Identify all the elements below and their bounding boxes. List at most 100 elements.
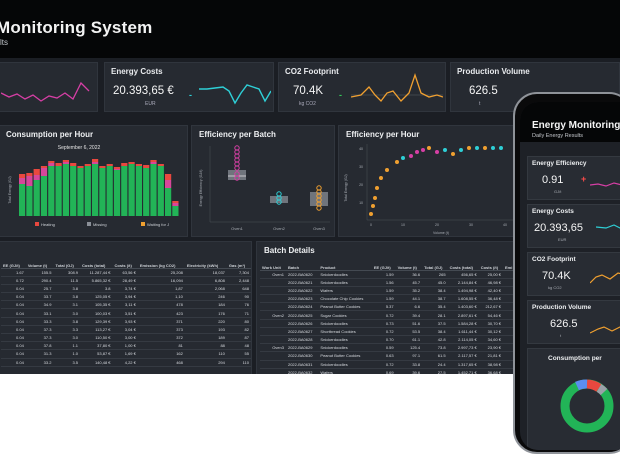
- table-cell: 33.3: [25, 317, 54, 326]
- table-row[interactable]: 0.04 31.3 1.0 53,87 €1,69 €162 110 55: [1, 349, 251, 359]
- table-row[interactable]: 0.04 25.7 3.8 3.8 3,74 €1,87 2,068 648: [1, 284, 251, 294]
- kpi-card-co2-footprint[interactable]: CO2 Footprint 70.4K kg CO2 -: [278, 62, 446, 112]
- table-cell: 53.5: [395, 327, 423, 337]
- column-header[interactable]: Costs (total): [80, 256, 113, 269]
- table-cell: 2,068: [184, 284, 227, 294]
- batch-details-table: Work Unit Batch Product EE (GJ/t) Volume (t)…: [260, 258, 516, 374]
- table-cell: 3,93 €: [112, 317, 138, 326]
- table-cell: 25,00 €: [478, 270, 504, 279]
- mobile-header: Energy Monitoring Daily Energy Results: [520, 102, 620, 142]
- table-row[interactable]: 2022-BA0621 Snickerdoodles 1.56 45.7 45.0 2.1…: [260, 278, 516, 287]
- column-header[interactable]: EE (GJ/t): [371, 258, 396, 271]
- dashboard-subtitle: lts: [0, 38, 8, 47]
- column-header[interactable]: Product: [318, 258, 372, 271]
- table-cell: 73.8: [422, 343, 448, 353]
- column-header[interactable]: Total (GJ): [422, 258, 448, 271]
- mobile-card-energy-costs[interactable]: Energy Costs 20.393,65 EUR: [527, 204, 620, 248]
- table-cell: Wafers: [318, 286, 372, 296]
- y-tick: 40: [359, 147, 363, 151]
- table-cell: 3.8: [53, 284, 81, 294]
- batch-point: [234, 175, 240, 181]
- legend-label-heating: Heating: [41, 222, 55, 227]
- mobile-card-production-volume[interactable]: Production Volume 626.5 t: [527, 300, 620, 344]
- mobile-consumption-panel[interactable]: Consumption per: [527, 348, 620, 450]
- table-row[interactable]: 2022-BA0622 Wafers 1.59 35.2 38.4 1.494,98 €4…: [260, 286, 516, 296]
- card-value: 626.5: [550, 318, 578, 330]
- efficiency-boxplot-chart[interactable]: Energy Efficiency (GJ/t) Oven1 Oven: [194, 140, 334, 238]
- legend-swatch-heating: [35, 222, 39, 226]
- table-row[interactable]: 2022-BA0632 Wafers 0.69 39.6 27.5 1.452,71 €3…: [260, 368, 516, 374]
- table-cell: 39.6: [395, 368, 423, 374]
- column-header[interactable]: Gas (m³): [226, 256, 251, 269]
- consumption-bar-segment: [77, 166, 84, 168]
- table-cell: 1.59: [371, 294, 396, 304]
- table-row[interactable]: 0.04 37.3 3.0 110,50 €3,00 €372 189 87: [1, 333, 251, 343]
- table-row[interactable]: 0.04 33.7 3.8 125,05 €3,94 €1,10 246 90: [1, 292, 251, 302]
- column-header[interactable]: Electricity (kWh): [184, 256, 227, 269]
- table-cell: 0.72: [371, 310, 396, 320]
- column-header[interactable]: Costs (/t): [112, 256, 138, 269]
- table-cell: 0.04: [1, 325, 26, 335]
- table-cell: 34.9: [25, 300, 54, 310]
- y-tick: 30: [359, 165, 363, 169]
- table-cell: [503, 335, 516, 345]
- consumption-bar-segment: [33, 175, 40, 180]
- kpi-card-efficiency[interactable]: [0, 62, 98, 112]
- table-cell: 33.7: [25, 292, 54, 302]
- table-row[interactable]: 0.04 34.9 3.1 105,35 €3,11 €478 184 76: [1, 300, 251, 310]
- table-cell: 61.1: [395, 335, 423, 345]
- table-cell: 5.865,32 €: [80, 276, 113, 285]
- table-row[interactable]: 1.67 155.5 308.9 11.287,44 €63,56 €25,208 18…: [1, 268, 251, 277]
- table-cell: 1.452,71 €: [447, 368, 479, 374]
- column-header[interactable]: Costs (total): [447, 258, 479, 271]
- table-cell: 125,05 €: [80, 292, 113, 302]
- table-row[interactable]: 2022-BA0623 Chocolate Chip Cookies 1.59 44.…: [260, 294, 516, 304]
- table-row[interactable]: 2022-BA0626 Snickerdoodles 0.73 51.6 37.5 1.5…: [260, 319, 516, 328]
- consumption-bar-segment: [33, 180, 40, 216]
- kpi-card-energy-costs[interactable]: Energy Costs 20.393,65 € EUR -: [104, 62, 274, 112]
- column-header[interactable]: Costs (/t): [478, 258, 504, 271]
- consumption-bar-chart[interactable]: September 6, 2022 Total Energy (GJ) Heat…: [1, 140, 187, 238]
- mobile-card-co2-footprint[interactable]: CO2 Footprint 70.4K kg CO2: [527, 252, 620, 296]
- mobile-card-energy-efficiency[interactable]: Energy Efficiency 0.91 GJ/t +: [527, 156, 620, 200]
- column-header[interactable]: EE (GJ/t): [1, 256, 26, 269]
- scatter-point: [395, 160, 399, 164]
- table-cell: 184: [184, 300, 227, 310]
- table-row[interactable]: 0.04 33.2 3.5 140,48 €4,22 €468 294 110: [1, 358, 251, 367]
- column-header[interactable]: Emi: [503, 258, 516, 271]
- table-row[interactable]: 2022-BA0624 Peanut Butter Cookies 5.37 6.6 3…: [260, 302, 516, 312]
- table-cell: 37.5: [422, 319, 448, 328]
- table-row[interactable]: 0.72 290.4 11.5 5.865,32 €28,49 €16,094 6,80…: [1, 276, 251, 285]
- column-header[interactable]: Volume (t): [395, 258, 423, 271]
- kpi-title: Production Volume: [457, 67, 530, 76]
- table-row[interactable]: Oven3 2022-BA0629 Snickerdoodles 0.59 125.4 7…: [260, 343, 516, 353]
- table-row[interactable]: 2022-BA0631 Snickerdoodles 0.72 33.8 24.4 1.3…: [260, 360, 516, 369]
- table-row[interactable]: 0.04 37.8 1.1 37,80 €1,00 €81 88 48: [1, 341, 251, 351]
- table-row[interactable]: 0.04 37.3 3.3 113,27 €3,04 €373 193 82: [1, 325, 251, 335]
- x-tick: 40: [503, 223, 507, 227]
- card-unit: EUR: [558, 237, 567, 242]
- table-row[interactable]: 0.04 33.3 3.8 129,39 €3,93 €371 220 80: [1, 317, 251, 326]
- table-cell: 468: [137, 358, 185, 367]
- column-header[interactable]: Batch: [285, 258, 319, 271]
- efficiency-scatter-chart[interactable]: Total Energy (GJ) 10 20 30 40 0 10 20 30…: [341, 140, 517, 238]
- column-header[interactable]: Total (GJ): [53, 256, 81, 269]
- column-header[interactable]: Emission (kg CO2): [137, 256, 185, 269]
- kpi-unit: kg CO2: [299, 101, 316, 107]
- kpi-title: CO2 Footprint: [285, 67, 339, 76]
- table-row[interactable]: 2022-BA0628 Snickerdoodles 0.70 61.1 42.8 2.1…: [260, 335, 516, 345]
- scatter-point: [373, 196, 377, 200]
- consumption-bar-segment: [128, 162, 135, 164]
- consumption-bar-segment: [113, 167, 121, 169]
- table-row[interactable]: 2022-BA0627 Shortbread Cookies 0.72 53.5 38.…: [260, 327, 516, 337]
- column-header[interactable]: Volume (t): [25, 256, 54, 269]
- column-header[interactable]: Work Unit: [260, 258, 286, 271]
- table-row[interactable]: 0.04 33.1 3.0 100,03 €3,51 €423 176 71: [1, 308, 251, 318]
- table-cell: 212,67 €: [478, 302, 504, 312]
- table-row[interactable]: 2022-BA0630 Peanut Butter Cookies 0.63 97.1…: [260, 351, 516, 361]
- efficiency-per-batch-panel: Efficiency per Batch Energy Efficiency (…: [191, 125, 335, 237]
- table-cell: Chocolate Chip Cookies: [318, 294, 372, 304]
- table-row[interactable]: Oven1 2022-BA0620 Snickerdoodles 1.59 36.6 26…: [260, 270, 516, 279]
- table-cell: [260, 294, 286, 304]
- table-row[interactable]: Oven2 2022-BA0625 Sugar Cookies 0.72 39.4 28.…: [260, 310, 516, 320]
